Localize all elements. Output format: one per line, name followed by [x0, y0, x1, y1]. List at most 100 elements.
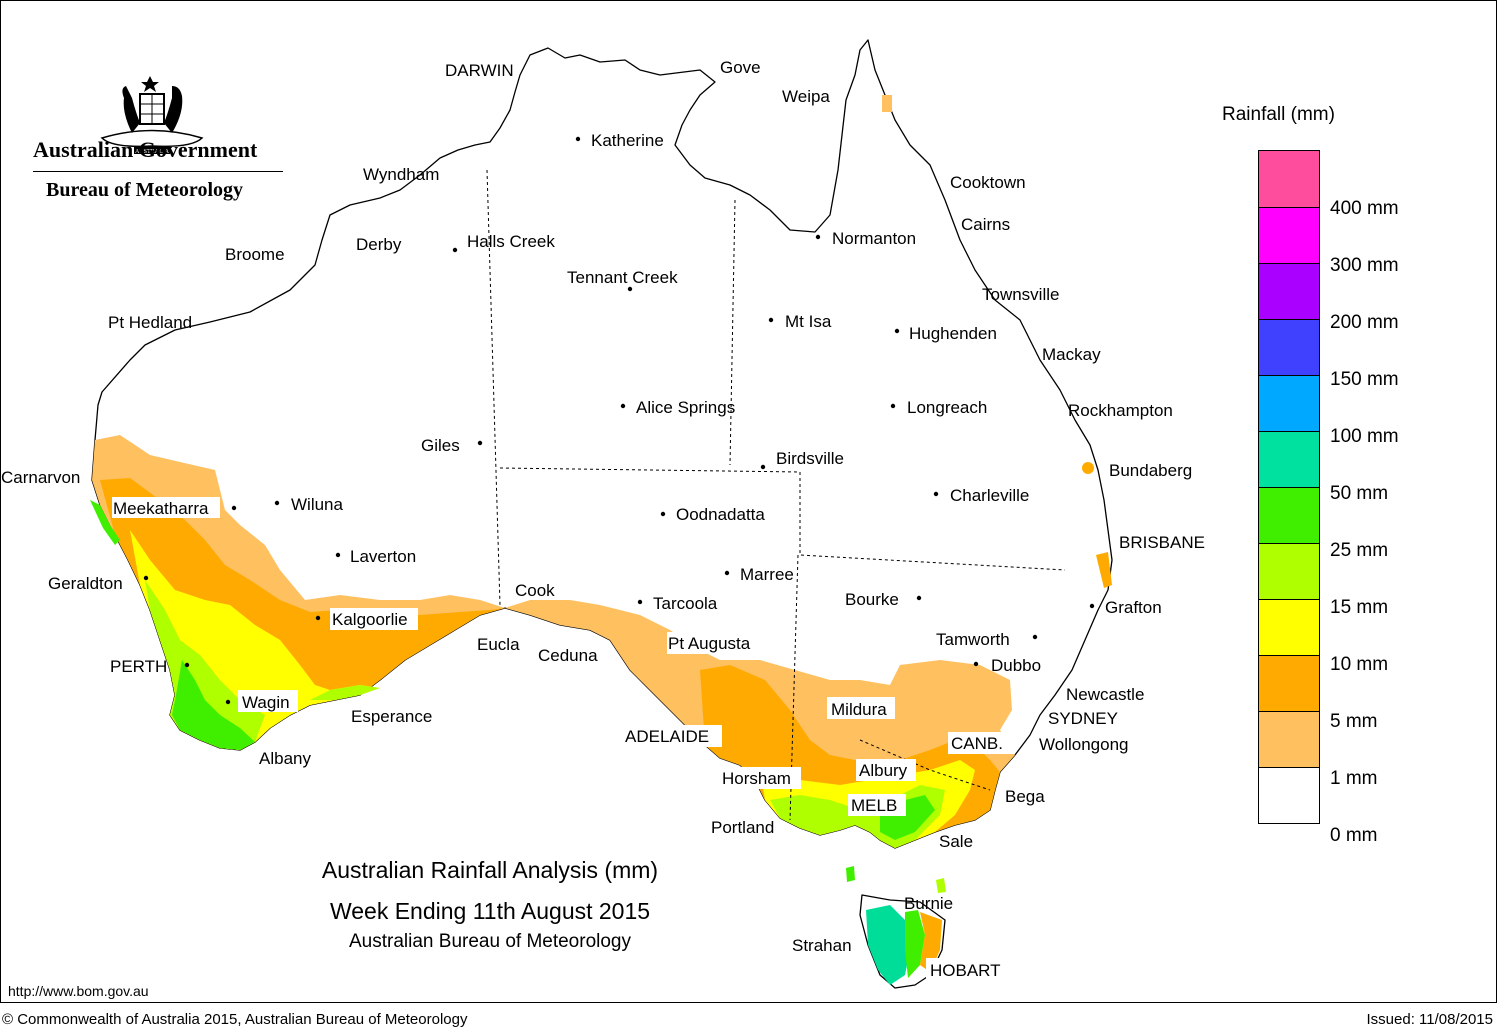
- legend-swatch: [1259, 487, 1319, 543]
- state-border-sa-qld: [799, 472, 1066, 571]
- legend-swatch: [1259, 767, 1319, 823]
- label-carnarvon: Carnarvon: [1, 468, 80, 487]
- label-pt-augusta: Pt Augusta: [668, 634, 751, 653]
- coat-of-arms-icon: AUSTRALIA: [100, 76, 204, 155]
- legend-label: 25 mm: [1330, 540, 1389, 561]
- label-derby: Derby: [356, 235, 402, 254]
- label-sale: Sale: [939, 832, 973, 851]
- label-tarcoola: Tarcoola: [653, 594, 718, 613]
- legend-swatch: [1259, 207, 1319, 263]
- legend-swatch: [1259, 431, 1319, 487]
- rain-band-1mm-cape: [882, 95, 892, 112]
- map-agency: Australian Bureau of Meteorology: [349, 931, 631, 952]
- rain-band-5mm-tas: [920, 912, 942, 972]
- label-normanton: Normanton: [832, 229, 916, 248]
- legend-swatch: [1259, 263, 1319, 319]
- label-charleville: Charleville: [950, 486, 1029, 505]
- label-pt-hedland: Pt Hedland: [108, 313, 192, 332]
- place-markers: DARWIN Gove Weipa Katherine Wyndham Cook…: [1, 58, 1205, 980]
- website-url: http://www.bom.gov.au: [8, 983, 149, 999]
- rain-band-25mm-shark-bay: [90, 500, 120, 545]
- label-mildura: Mildura: [831, 700, 887, 719]
- label-wiluna: Wiluna: [291, 495, 344, 514]
- label-townsville: Townsville: [982, 285, 1059, 304]
- legend-label: 15 mm: [1330, 597, 1389, 618]
- legend-label: 400 mm: [1330, 198, 1399, 219]
- label-wagin: Wagin: [242, 693, 290, 712]
- legend-swatch: [1259, 375, 1319, 431]
- label-grafton: Grafton: [1105, 598, 1162, 617]
- legend-swatch: [1259, 599, 1319, 655]
- legend-swatch: [1259, 319, 1319, 375]
- label-esperance: Esperance: [351, 707, 432, 726]
- legend-label: 200 mm: [1330, 312, 1399, 333]
- legend-label: 100 mm: [1330, 426, 1399, 447]
- rain-band-5mm-brisbane: [1096, 552, 1112, 588]
- legend-label: 0 mm: [1330, 825, 1378, 846]
- legend-swatch: [1259, 711, 1319, 767]
- label-rockhampton: Rockhampton: [1068, 401, 1173, 420]
- rainfall-map: DARWIN Gove Weipa Katherine Wyndham Cook…: [1, 39, 1205, 989]
- legend-label: 150 mm: [1330, 369, 1399, 390]
- label-meekatharra: Meekatharra: [113, 499, 209, 518]
- issued-date: Issued: 11/08/2015: [1366, 1011, 1494, 1028]
- label-adelaide: ADELAIDE: [625, 727, 709, 746]
- map-title: Australian Rainfall Analysis (mm): [321, 857, 659, 883]
- label-cook: Cook: [515, 581, 555, 600]
- state-border-nt-qld: [729, 199, 736, 466]
- label-laverton: Laverton: [350, 547, 416, 566]
- label-dubbo: Dubbo: [991, 656, 1041, 675]
- label-halls-creek: Halls Creek: [467, 232, 555, 251]
- king-island: [846, 866, 855, 882]
- label-birdsville: Birdsville: [776, 449, 844, 468]
- logo-divider: [33, 171, 283, 172]
- rain-band-5mm-bundaberg: [1082, 462, 1094, 474]
- legend-label: 10 mm: [1330, 654, 1389, 675]
- map-subtitle: Week Ending 11th August 2015: [329, 898, 651, 924]
- state-border-nt-sa: [499, 467, 801, 473]
- state-border-sa-vic: [789, 554, 799, 821]
- legend-swatch: [1259, 543, 1319, 599]
- label-strahan: Strahan: [792, 936, 852, 955]
- label-mt-isa: Mt Isa: [785, 312, 832, 331]
- label-gove: Gove: [720, 58, 761, 77]
- label-geraldton: Geraldton: [48, 574, 123, 593]
- legend-swatch: [1259, 655, 1319, 711]
- label-marree: Marree: [740, 565, 794, 584]
- label-oodnadatta: Oodnadatta: [676, 505, 765, 524]
- label-melbourne: MELB: [851, 796, 897, 815]
- legend-swatch: [1259, 151, 1319, 207]
- logo-line-government: Australian Government: [33, 137, 258, 162]
- label-hughenden: Hughenden: [909, 324, 997, 343]
- legend-title: Rainfall (mm): [1222, 104, 1335, 125]
- label-giles: Giles: [421, 436, 460, 455]
- label-katherine: Katherine: [591, 131, 664, 150]
- label-darwin: DARWIN: [445, 61, 514, 80]
- legend-label: 300 mm: [1330, 255, 1399, 276]
- label-portland: Portland: [711, 818, 774, 837]
- label-perth: PERTH: [110, 657, 167, 676]
- label-longreach: Longreach: [907, 398, 987, 417]
- label-bourke: Bourke: [845, 590, 899, 609]
- rain-band-25mm-tas: [905, 910, 925, 978]
- label-mackay: Mackay: [1042, 345, 1101, 364]
- svg-text:AUSTRALIA: AUSTRALIA: [135, 149, 170, 155]
- state-border-wa: [486, 169, 501, 606]
- label-bega: Bega: [1005, 787, 1045, 806]
- label-tennant-creek: Tennant Creek: [567, 268, 678, 287]
- label-hobart: HOBART: [930, 961, 1001, 980]
- label-cairns: Cairns: [961, 215, 1010, 234]
- legend-label: 1 mm: [1330, 768, 1378, 789]
- label-weipa: Weipa: [782, 87, 830, 106]
- copyright-notice: © Commonwealth of Australia 2015, Austra…: [2, 1011, 468, 1028]
- label-wyndham: Wyndham: [363, 165, 439, 184]
- label-kalgoorlie: Kalgoorlie: [332, 610, 408, 629]
- label-ceduna: Ceduna: [538, 646, 598, 665]
- label-wollongong: Wollongong: [1039, 735, 1128, 754]
- label-tamworth: Tamworth: [936, 630, 1010, 649]
- legend-label: 50 mm: [1330, 483, 1389, 504]
- label-eucla: Eucla: [477, 635, 520, 654]
- legend-label: 5 mm: [1330, 711, 1378, 732]
- label-bundaberg: Bundaberg: [1109, 461, 1192, 480]
- rain-band-50mm-tas: [866, 905, 910, 985]
